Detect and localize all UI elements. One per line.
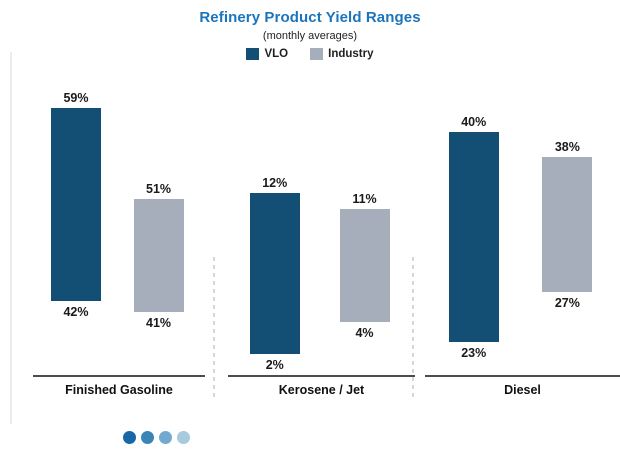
- range-bar-industry: 51% 41%: [133, 85, 184, 375]
- plot-area: Finished Gasoline 59% 42% 51% 41% Kerosene …: [0, 85, 620, 400]
- industry-swatch-icon: [310, 48, 324, 60]
- bar-max-label: 12%: [262, 175, 288, 190]
- bar-max-label: 40%: [461, 114, 487, 129]
- panel-kerosene-jet: Kerosene / Jet 12% 2% 11% 4%: [228, 85, 415, 397]
- category-label: Diesel: [504, 383, 541, 397]
- pagination-dot-4[interactable]: [177, 431, 190, 444]
- legend: VLO Industry: [0, 48, 620, 60]
- bar-max-label: 11%: [352, 192, 377, 207]
- category-label: Kerosene / Jet: [278, 383, 365, 397]
- bar-segment: [133, 198, 184, 313]
- bar-max-label: 59%: [63, 90, 89, 105]
- panel-diesel: Diesel 40% 23% 38% 27%: [425, 85, 620, 397]
- range-bar-vlo: 59% 42%: [51, 85, 101, 375]
- bar-min-label: 41%: [146, 316, 172, 331]
- bar-max-label: 38%: [554, 139, 580, 154]
- legend-label-vlo: VLO: [264, 48, 289, 60]
- bar-min-label: 2%: [265, 358, 284, 373]
- panel-separator-line: [412, 257, 414, 397]
- pagination-dot-3[interactable]: [159, 431, 172, 444]
- pagination-dot-1[interactable]: [123, 431, 136, 444]
- bar-segment: [339, 209, 390, 322]
- bar-max-label: 51%: [146, 181, 172, 196]
- range-bar-vlo: 12% 2%: [249, 85, 300, 375]
- legend-label-industry: Industry: [328, 48, 374, 60]
- bar-min-label: 4%: [355, 325, 374, 340]
- pagination-dots: [123, 431, 190, 444]
- range-bar-industry: 11% 4%: [339, 85, 390, 375]
- bar-min-label: 42%: [63, 305, 89, 320]
- chart-subtitle: (monthly averages): [262, 30, 358, 42]
- bar-segment: [542, 156, 593, 293]
- chart-title: Refinery Product Yield Ranges: [199, 9, 421, 26]
- bar-segment: [51, 107, 101, 302]
- vlo-swatch-icon: [246, 48, 260, 60]
- page-edge-line: [10, 52, 12, 424]
- category-label: Finished Gasoline: [65, 383, 173, 397]
- legend-item-industry: Industry: [310, 48, 374, 60]
- panel-separator-line: [213, 257, 215, 397]
- panel-finished-gasoline: Finished Gasoline 59% 42% 51% 41%: [33, 85, 205, 397]
- bar-min-label: 23%: [461, 345, 487, 360]
- bar-segment: [249, 192, 300, 355]
- bar-segment: [448, 131, 499, 342]
- legend-item-vlo: VLO: [246, 48, 288, 60]
- pagination-dot-2[interactable]: [141, 431, 154, 444]
- range-bar-vlo: 40% 23%: [448, 85, 499, 375]
- bar-min-label: 27%: [554, 296, 580, 311]
- range-bar-industry: 38% 27%: [542, 85, 593, 375]
- chart-header: Refinery Product Yield Ranges (monthly a…: [0, 9, 620, 60]
